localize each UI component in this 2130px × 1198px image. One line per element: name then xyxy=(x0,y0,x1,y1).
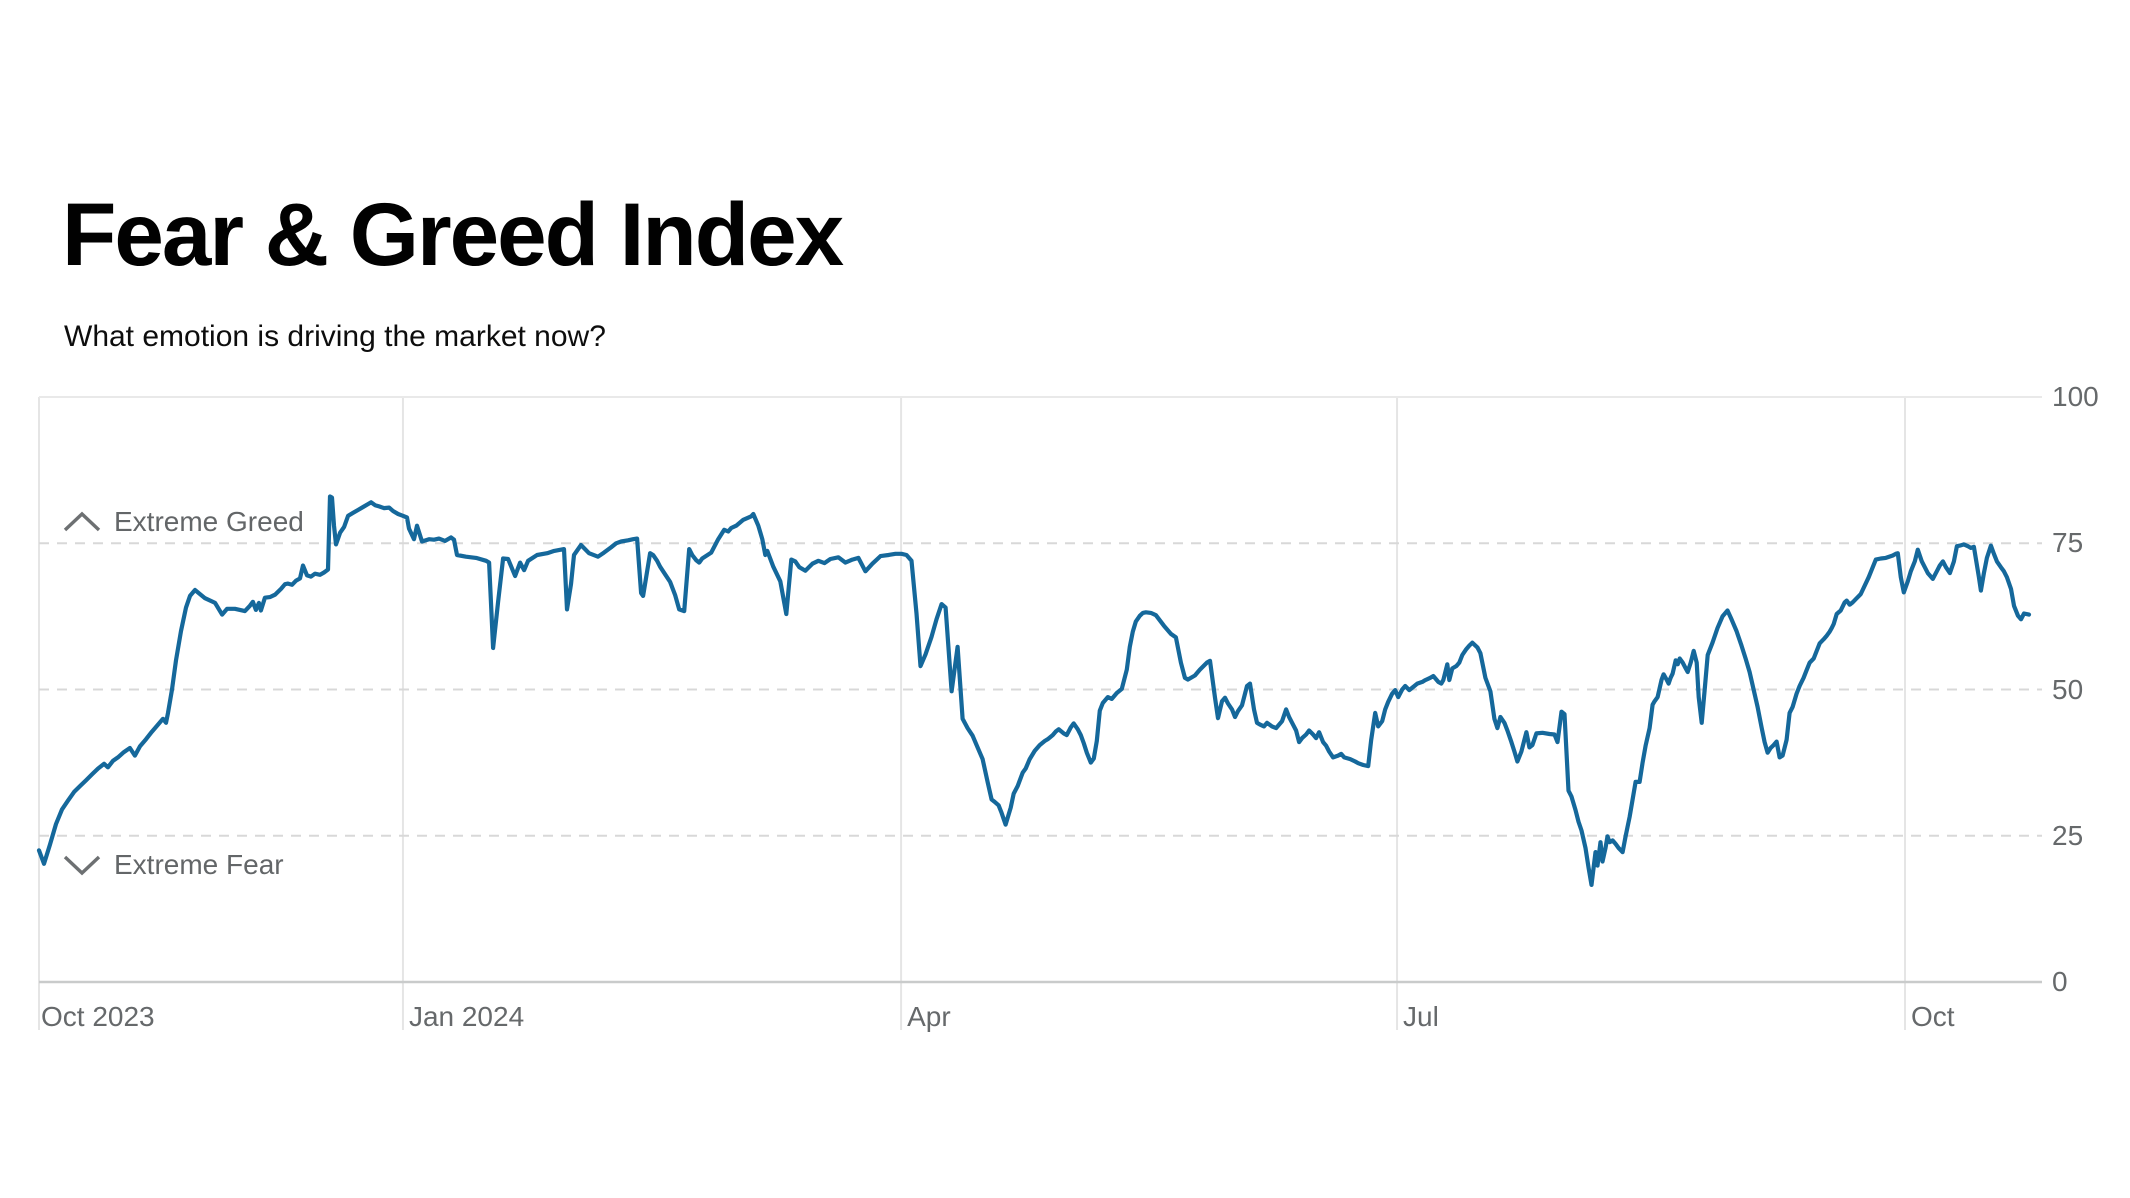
y-axis-label-100: 100 xyxy=(2052,381,2099,412)
x-axis-label-oct: Oct xyxy=(1910,1001,1955,1032)
legend-extreme-greed-label: Extreme Greed xyxy=(114,506,304,537)
y-axis-label-75: 75 xyxy=(2052,527,2084,559)
y-axis-label-50: 50 xyxy=(2052,673,2084,705)
x-axis-label-oct-2023: Oct 2023 xyxy=(41,1001,155,1032)
x-axis-label-jul: Jul xyxy=(1403,1001,1439,1032)
x-axis-label-jan-2024: Jan 2024 xyxy=(408,1001,525,1032)
legend-extreme-fear-label: Extreme Fear xyxy=(114,849,284,880)
chevron-down-icon xyxy=(63,853,101,877)
y-axis-label-0: 0 xyxy=(2052,966,2068,997)
x-axis-label-apr: Apr xyxy=(907,1001,951,1032)
page-subtitle: What emotion is driving the market now? xyxy=(64,320,606,353)
page-title: Fear & Greed Index xyxy=(62,184,844,284)
y-axis-label-25: 25 xyxy=(2052,819,2084,851)
legend-extreme-greed: Extreme Greed xyxy=(63,506,304,538)
legend-extreme-fear: Extreme Fear xyxy=(63,849,284,881)
fear-greed-index-line xyxy=(36,494,2032,887)
chevron-up-icon xyxy=(63,510,101,534)
